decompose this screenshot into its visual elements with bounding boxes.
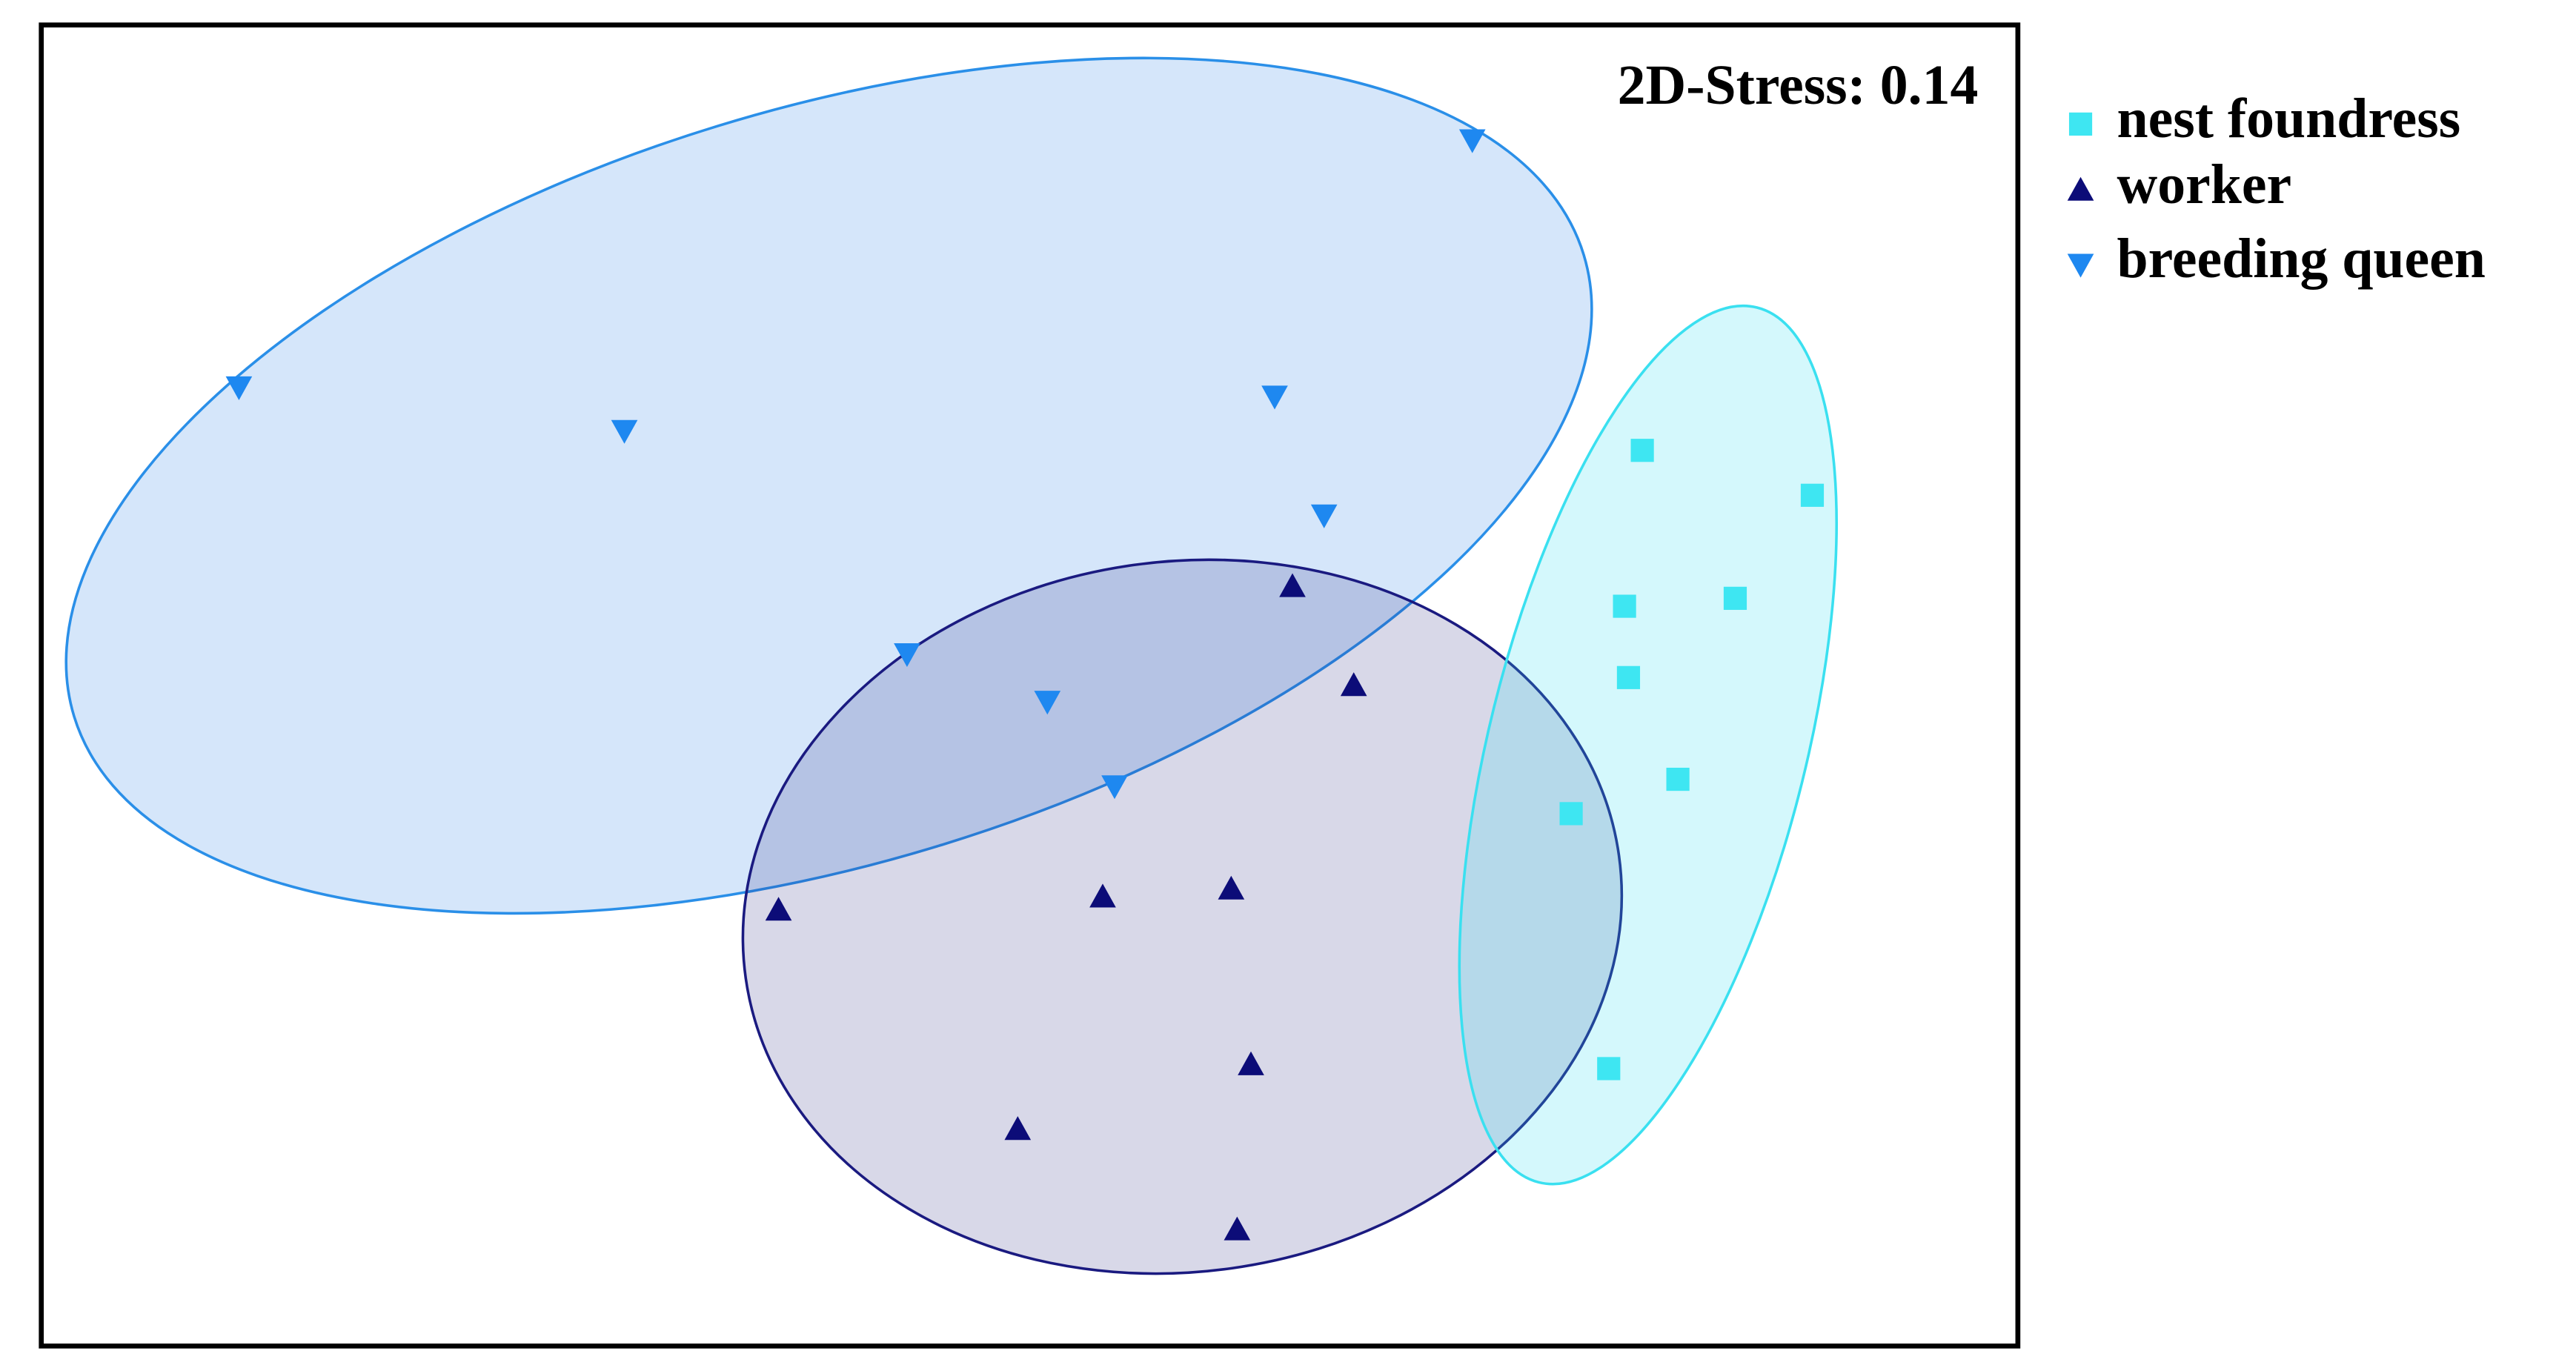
point [1559,802,1583,826]
plot-frame [39,22,2021,1349]
stress-annotation: 2D-Stress: 0.14 [1618,54,1979,116]
point [1279,573,1306,597]
legend-marker [2068,112,2093,136]
point [1340,672,1367,697]
point [1613,594,1636,618]
legend-label: worker [2117,153,2292,216]
legend-label: nest foundress [2117,87,2461,150]
point [1218,875,1245,900]
point [1224,1216,1251,1241]
point [1034,691,1061,715]
group-ellipse [1458,304,1838,1186]
group-ellipse [741,558,1624,1275]
point [1310,504,1338,528]
legend-label: breeding queen [2117,228,2486,290]
point [1238,1051,1264,1075]
point [225,376,253,400]
group-ellipse [64,56,1593,915]
point [1458,129,1486,153]
point [1616,665,1641,689]
point [1261,385,1288,410]
point [611,419,638,444]
point [1089,883,1116,908]
point [1597,1057,1621,1080]
point [1101,775,1128,800]
hulls [64,56,1838,1275]
point [894,643,920,668]
point [1800,483,1825,507]
point [1630,439,1654,462]
point [1666,767,1690,791]
legend-marker [2067,176,2094,201]
points [225,129,1825,1241]
point [765,897,792,921]
point [1723,586,1747,610]
legend-marker [2067,253,2094,278]
point [1004,1116,1032,1141]
